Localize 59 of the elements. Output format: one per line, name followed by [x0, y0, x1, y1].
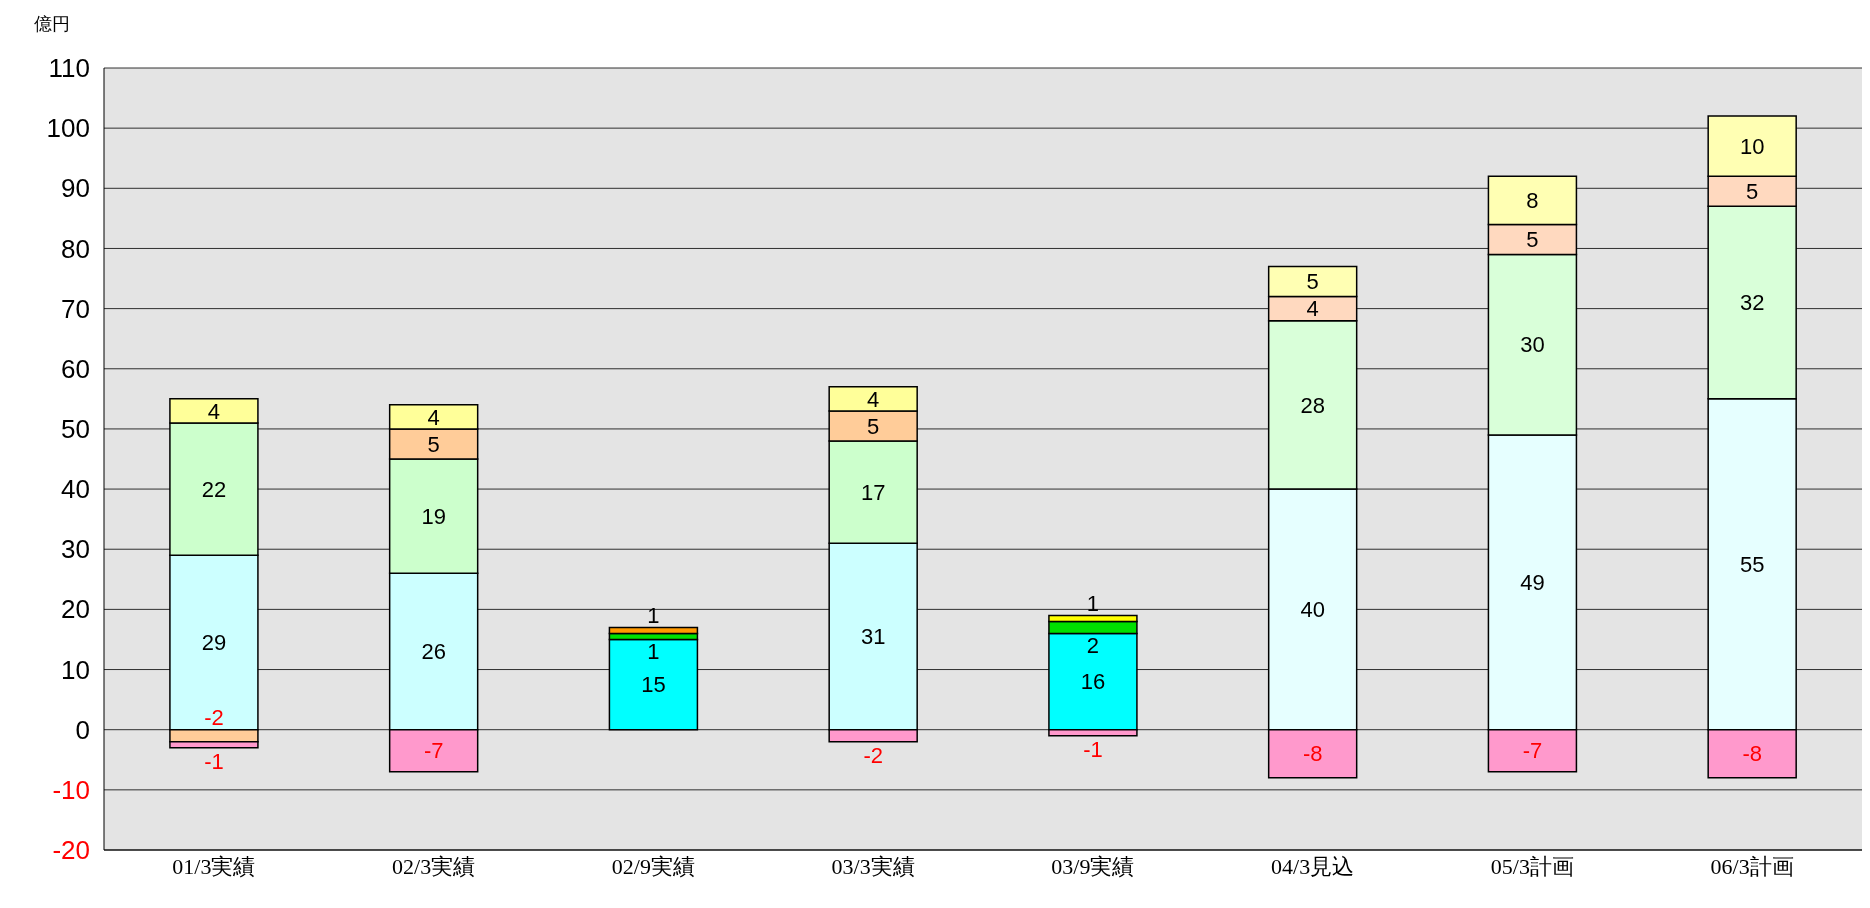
data-label: 32 [1739, 290, 1765, 316]
data-label: -7 [1522, 738, 1543, 764]
y-tick-label: 90 [61, 173, 90, 204]
data-label: 4 [207, 398, 221, 424]
data-label: 1 [647, 639, 660, 665]
data-label: 17 [860, 479, 886, 505]
y-tick-label: 20 [61, 594, 90, 625]
y-tick-label: 0 [75, 714, 90, 745]
data-label: 5 [427, 431, 440, 457]
data-label: 19 [421, 503, 446, 529]
data-label: -8 [1742, 741, 1762, 767]
x-tick-label: 02/9実績 [611, 853, 695, 879]
data-label: 31 [860, 624, 886, 650]
y-axis-title: 億円 [34, 13, 70, 36]
x-tick-label: 02/3実績 [392, 853, 476, 879]
data-label: 30 [1520, 332, 1545, 358]
data-label: 55 [1739, 551, 1765, 577]
y-tick-label: 70 [61, 293, 90, 324]
data-label: 5 [1746, 179, 1759, 205]
y-tick-label: 10 [61, 654, 90, 685]
data-label: -7 [423, 738, 444, 764]
data-label: 2 [1086, 633, 1100, 659]
y-tick-label: 30 [61, 534, 90, 565]
y-tick-label: 80 [61, 233, 90, 264]
data-label: 1 [647, 603, 660, 629]
y-tick-label: -20 [52, 835, 90, 866]
data-label: 5 [1526, 227, 1539, 253]
y-tick-label: 60 [61, 353, 90, 384]
data-label: 4 [427, 404, 440, 430]
data-label: 8 [1526, 188, 1539, 214]
data-label: 22 [201, 476, 227, 502]
data-label: 5 [1306, 269, 1319, 295]
x-tick-label: 01/3実績 [172, 853, 256, 879]
x-tick-label: 05/3計画 [1490, 853, 1574, 879]
data-label: 16 [1080, 669, 1106, 695]
data-label: -8 [1302, 741, 1323, 767]
x-tick-label: 04/3見込 [1271, 853, 1355, 879]
data-label: 4 [867, 386, 880, 412]
data-label: 26 [421, 639, 446, 665]
data-label: 5 [867, 413, 880, 439]
data-label: 40 [1300, 597, 1325, 623]
y-tick-label: -10 [52, 774, 90, 805]
y-tick-label: 40 [61, 474, 90, 505]
y-tick-label: 100 [46, 113, 90, 144]
data-label: 10 [1739, 133, 1765, 159]
data-label: -2 [863, 743, 883, 769]
x-tick-label: 06/3計画 [1710, 853, 1794, 879]
data-label: 29 [201, 630, 227, 656]
data-label: 49 [1520, 570, 1545, 596]
data-label: -2 [204, 705, 224, 731]
x-tick-label: 03/3実績 [831, 853, 915, 879]
data-label: 28 [1300, 392, 1325, 418]
y-tick-label: 110 [48, 53, 90, 84]
y-tick-label: 50 [61, 414, 90, 445]
data-label: 4 [1306, 296, 1319, 322]
data-label: 15 [641, 672, 666, 698]
data-label: -1 [1083, 737, 1103, 763]
x-tick-label: 03/9実績 [1051, 853, 1135, 879]
data-label: -1 [204, 749, 224, 775]
